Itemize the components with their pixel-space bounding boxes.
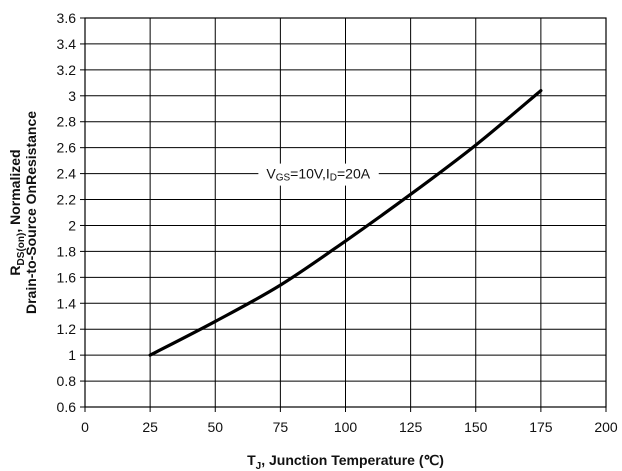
y-axis-title-line1: RDS(on), Normalized <box>7 149 27 275</box>
y-tick-label: 3.2 <box>57 62 77 78</box>
annotation-text: =20A <box>337 166 371 182</box>
y-tick-label: 2.8 <box>57 114 77 130</box>
y-axis-title-main: R <box>7 265 23 275</box>
y-tick-label: 3.4 <box>57 36 77 52</box>
y-axis-title-sub: DS(on) <box>16 233 27 266</box>
y-tick-label: 2 <box>68 217 76 233</box>
x-tick-label: 0 <box>81 419 89 435</box>
annotation-background <box>258 163 379 186</box>
x-axis-title: TJ, Junction Temperature (℃) <box>247 452 444 471</box>
x-axis-title-sub: J <box>256 461 262 471</box>
annotation-text: V <box>266 166 276 182</box>
x-tick-label: 50 <box>207 419 223 435</box>
annotation-text: =10V,I <box>290 166 330 182</box>
y-axis-title-line2: Drain-to-Source OnResistance <box>23 111 39 314</box>
y-tick-label: 0.8 <box>57 373 77 389</box>
y-tick-label: 2.2 <box>57 192 77 208</box>
annotation-subscript: D <box>330 173 337 184</box>
y-axis-title: RDS(on), Normalized Drain-to-Source OnRe… <box>7 111 39 314</box>
y-tick-label: 1.6 <box>57 269 77 285</box>
y-tick-label: 1 <box>68 347 76 363</box>
y-tick-label: 1.4 <box>57 295 77 311</box>
y-tick-label: 3.6 <box>57 10 77 26</box>
x-tick-label: 100 <box>334 419 358 435</box>
y-tick-label: 1.2 <box>57 321 77 337</box>
annotation-group: VGS=10V,ID=20A <box>258 163 379 186</box>
y-axis-title-rest: , Normalized <box>7 149 23 232</box>
y-axis-ticks: 0.6 0.8 1 1.2 1.4 1.6 1.8 2 2.2 2.4 2.6 2.8 3 3.2 3.4 3… <box>57 10 85 415</box>
x-axis-ticks: 0 25 50 75 100 125 150 175 200 <box>81 407 618 435</box>
x-tick-label: 150 <box>464 419 488 435</box>
x-tick-label: 25 <box>142 419 158 435</box>
x-axis-title-main: T <box>247 452 256 468</box>
y-tick-label: 2.4 <box>57 166 77 182</box>
annotation-label: VGS=10V,ID=20A <box>266 166 370 184</box>
y-tick-label: 1.8 <box>57 243 77 259</box>
series-group <box>148 89 543 357</box>
x-tick-label: 175 <box>529 419 553 435</box>
series-line <box>148 89 543 357</box>
y-tick-label: 2.6 <box>57 140 77 156</box>
x-tick-label: 200 <box>594 419 618 435</box>
y-tick-label: 3 <box>68 88 76 104</box>
x-tick-label: 125 <box>399 419 423 435</box>
y-tick-label: 0.6 <box>57 399 77 415</box>
annotation-subscript: GS <box>276 173 291 184</box>
x-axis-title-rest: , Junction Temperature (℃) <box>261 452 444 468</box>
x-tick-label: 75 <box>273 419 289 435</box>
